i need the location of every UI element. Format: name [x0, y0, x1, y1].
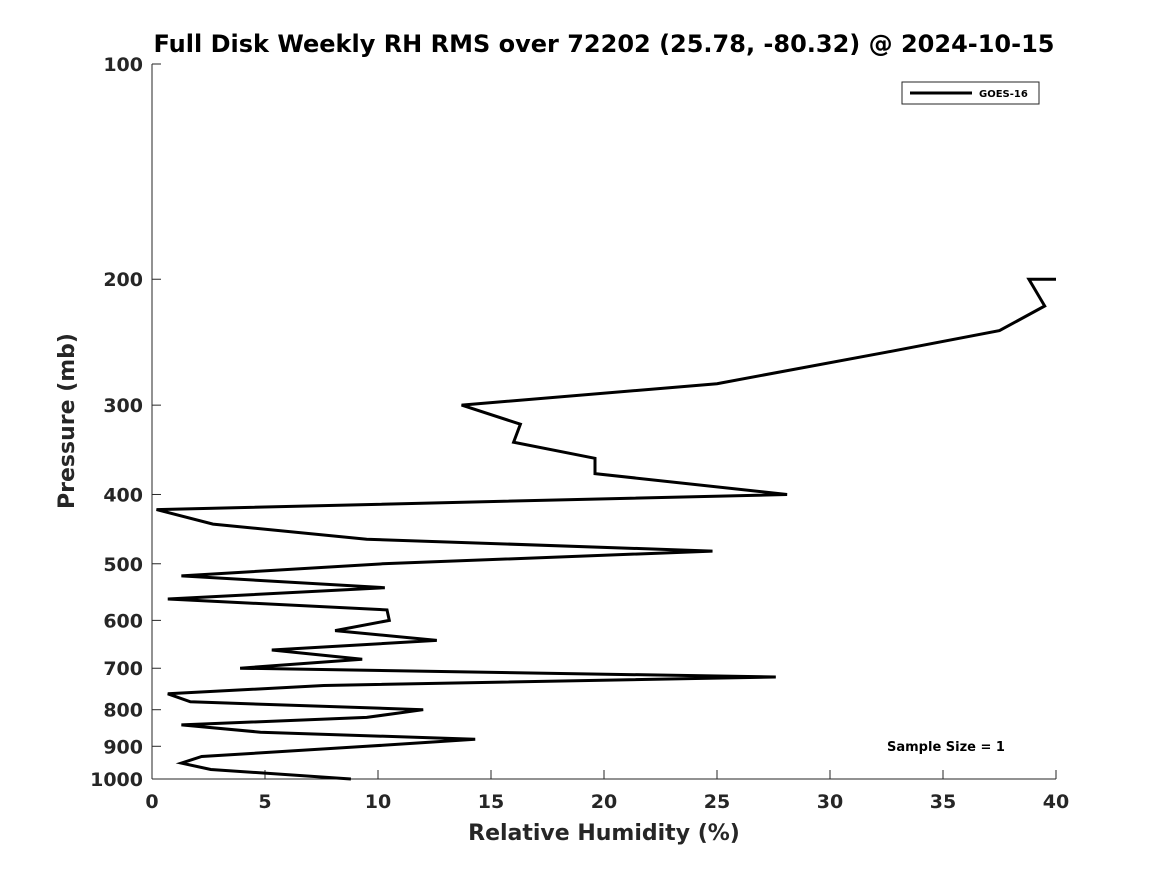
x-tick-label: 0 [145, 791, 158, 813]
x-tick-label: 35 [930, 791, 956, 813]
x-tick-label: 10 [365, 791, 391, 813]
y-ticks: 100 200 300 400 500 600 700 800 900 1000 [90, 54, 161, 791]
y-tick-label: 1000 [90, 769, 143, 791]
x-tick-label: 15 [478, 791, 504, 813]
y-tick-label: 200 [103, 269, 143, 291]
x-tick-label: 25 [704, 791, 730, 813]
y-tick-label: 700 [103, 658, 143, 680]
y-tick-label: 900 [103, 736, 143, 758]
x-tick-label: 30 [817, 791, 843, 813]
x-tick-label: 5 [258, 791, 271, 813]
y-axis-label: Pressure (mb) [55, 333, 80, 509]
y-tick-label: 800 [103, 700, 143, 722]
y-tick-label: 100 [103, 54, 143, 76]
y-tick-label: 500 [103, 554, 143, 576]
x-axis-label: Relative Humidity (%) [468, 821, 740, 846]
y-tick-label: 600 [103, 610, 143, 632]
chart-title: Full Disk Weekly RH RMS over 72202 (25.7… [153, 30, 1054, 58]
series-line-goes-16 [156, 277, 1056, 781]
y-tick-label: 400 [103, 484, 143, 506]
legend: GOES-16 [901, 81, 1040, 105]
y-tick-label: 300 [103, 395, 143, 417]
x-tick-label: 40 [1043, 791, 1069, 813]
x-ticks: 0 5 10 15 20 25 30 35 40 [145, 770, 1069, 813]
sample-size-annotation: Sample Size = 1 [887, 740, 1005, 755]
axes [151, 64, 1056, 780]
x-tick-label: 20 [591, 791, 617, 813]
legend-label: GOES-16 [979, 89, 1028, 100]
